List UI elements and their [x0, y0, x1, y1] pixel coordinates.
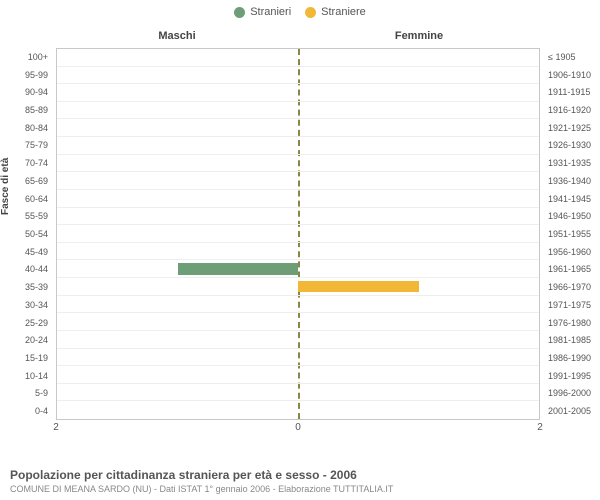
chart-row — [57, 349, 539, 367]
ytick-left: 100+ — [8, 48, 52, 66]
x-axis: 2 0 2 — [56, 420, 540, 440]
chart-row — [57, 102, 539, 120]
y-axis-right: ≤ 19051906-19101911-19151916-19201921-19… — [544, 48, 600, 420]
chart-row — [57, 243, 539, 261]
legend-swatch — [305, 7, 316, 18]
chart-row — [57, 331, 539, 349]
chart-row — [57, 384, 539, 402]
ytick-right: 2001-2005 — [544, 402, 600, 420]
ytick-left: 10-14 — [8, 367, 52, 385]
legend-label: Straniere — [321, 6, 366, 18]
chart-row — [57, 225, 539, 243]
y-axis-left: 100+95-9990-9485-8980-8475-7970-7465-696… — [8, 48, 52, 420]
chart-row — [57, 84, 539, 102]
ytick-right: 1966-1970 — [544, 278, 600, 296]
xtick: 0 — [295, 422, 301, 433]
ytick-right: ≤ 1905 — [544, 48, 600, 66]
ytick-left: 65-69 — [8, 172, 52, 190]
chart-title: Popolazione per cittadinanza straniera p… — [10, 468, 590, 482]
ytick-right: 1986-1990 — [544, 349, 600, 367]
chart-row — [57, 366, 539, 384]
ytick-right: 1916-1920 — [544, 101, 600, 119]
chart-row — [57, 190, 539, 208]
ytick-left: 30-34 — [8, 296, 52, 314]
chart-subtitle: COMUNE DI MEANA SARDO (NU) - Dati ISTAT … — [10, 484, 590, 494]
ytick-left: 45-49 — [8, 243, 52, 261]
ytick-right: 1921-1925 — [544, 119, 600, 137]
chart-row — [57, 49, 539, 67]
ytick-left: 70-74 — [8, 154, 52, 172]
bar-male — [178, 263, 299, 275]
chart-row — [57, 137, 539, 155]
ytick-right: 1971-1975 — [544, 296, 600, 314]
ytick-right: 1926-1930 — [544, 137, 600, 155]
ytick-right: 1941-1945 — [544, 190, 600, 208]
ytick-left: 20-24 — [8, 331, 52, 349]
ytick-left: 25-29 — [8, 314, 52, 332]
ytick-right: 1946-1950 — [544, 207, 600, 225]
legend-label: Stranieri — [250, 6, 291, 18]
legend-swatch — [234, 7, 245, 18]
bar-female — [298, 281, 419, 293]
ytick-right: 1911-1915 — [544, 83, 600, 101]
chart-row — [57, 119, 539, 137]
chart-row — [57, 278, 539, 296]
col-header-female: Femmine — [298, 30, 540, 48]
chart-row — [57, 260, 539, 278]
ytick-right: 1956-1960 — [544, 243, 600, 261]
ytick-right: 1976-1980 — [544, 314, 600, 332]
chart-row — [57, 208, 539, 226]
ytick-left: 15-19 — [8, 349, 52, 367]
ytick-left: 80-84 — [8, 119, 52, 137]
legend: Stranieri Straniere — [0, 0, 600, 18]
chart-row — [57, 401, 539, 419]
ytick-left: 85-89 — [8, 101, 52, 119]
ytick-left: 60-64 — [8, 190, 52, 208]
ytick-right: 1996-2000 — [544, 385, 600, 403]
ytick-right: 1951-1955 — [544, 225, 600, 243]
chart-footer: Popolazione per cittadinanza straniera p… — [10, 468, 590, 494]
chart-row — [57, 296, 539, 314]
xtick: 2 — [53, 422, 59, 433]
ytick-left: 55-59 — [8, 207, 52, 225]
ytick-left: 95-99 — [8, 66, 52, 84]
chart-row — [57, 313, 539, 331]
chart-row — [57, 67, 539, 85]
chart-row — [57, 172, 539, 190]
ytick-left: 5-9 — [8, 385, 52, 403]
ytick-left: 50-54 — [8, 225, 52, 243]
ytick-right: 1961-1965 — [544, 261, 600, 279]
ytick-right: 1936-1940 — [544, 172, 600, 190]
col-header-male: Maschi — [56, 30, 298, 48]
plot-area — [56, 48, 540, 420]
column-headers: Maschi Femmine — [56, 30, 540, 48]
chart-row — [57, 155, 539, 173]
ytick-left: 75-79 — [8, 137, 52, 155]
ytick-right: 1931-1935 — [544, 154, 600, 172]
legend-item: Straniere — [305, 6, 366, 18]
population-pyramid-chart: Maschi Femmine Fasce di età Anni di nasc… — [56, 30, 540, 440]
ytick-left: 35-39 — [8, 278, 52, 296]
ytick-left: 40-44 — [8, 261, 52, 279]
ytick-right: 1906-1910 — [544, 66, 600, 84]
ytick-left: 90-94 — [8, 83, 52, 101]
ytick-right: 1981-1985 — [544, 331, 600, 349]
legend-item: Stranieri — [234, 6, 291, 18]
ytick-left: 0-4 — [8, 402, 52, 420]
xtick: 2 — [537, 422, 543, 433]
ytick-right: 1991-1995 — [544, 367, 600, 385]
